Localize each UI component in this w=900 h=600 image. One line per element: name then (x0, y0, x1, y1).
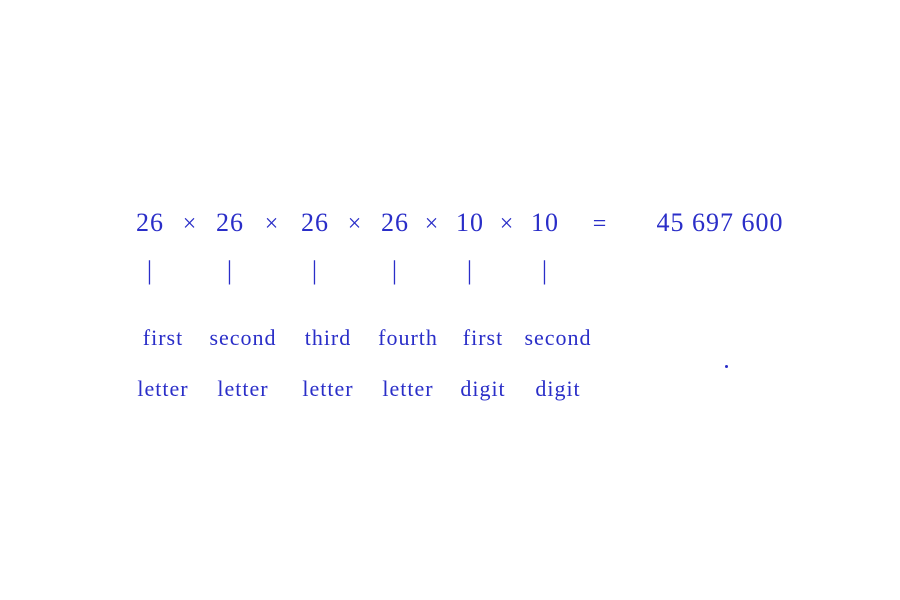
term-value-2: 26 (216, 210, 244, 236)
tick-2: | (227, 258, 233, 284)
operator-times-5: × (500, 212, 515, 236)
operator-times-3: × (348, 212, 363, 236)
label-5-line1: first (463, 325, 503, 350)
tick-1: | (147, 258, 153, 284)
label-6-line1: second (524, 325, 591, 350)
term-value-1: 26 (136, 210, 164, 236)
label-5: first digit (434, 300, 505, 426)
label-4-line2: letter (382, 376, 433, 401)
operator-times-4: × (425, 212, 440, 236)
label-1: first letter (111, 300, 188, 426)
label-3: third letter (276, 300, 353, 426)
label-6: second digit (498, 300, 591, 426)
operator-times-1: × (183, 212, 198, 236)
equals-sign: = (593, 212, 608, 236)
tick-4: | (392, 258, 398, 284)
label-2-line2: letter (217, 376, 268, 401)
label-3-line1: third (305, 325, 352, 350)
tick-3: | (312, 258, 318, 284)
handwriting-canvas: 26 26 26 26 10 10 × × × × × = 45 697 600… (0, 0, 900, 600)
term-value-5: 10 (456, 210, 484, 236)
tick-5: | (467, 258, 473, 284)
term-value-3: 26 (301, 210, 329, 236)
label-6-line2: digit (535, 376, 580, 401)
label-4-line1: fourth (378, 325, 438, 350)
result-value: 45 697 600 (657, 210, 784, 236)
term-value-6: 10 (531, 210, 559, 236)
label-1-line2: letter (137, 376, 188, 401)
label-4: fourth letter (352, 300, 438, 426)
operator-times-2: × (265, 212, 280, 236)
label-2-line1: second (209, 325, 276, 350)
label-3-line2: letter (302, 376, 353, 401)
tick-6: | (542, 258, 548, 284)
stray-ink-dot (725, 365, 728, 368)
term-value-4: 26 (381, 210, 409, 236)
label-1-line1: first (143, 325, 183, 350)
label-2: second letter (183, 300, 276, 426)
